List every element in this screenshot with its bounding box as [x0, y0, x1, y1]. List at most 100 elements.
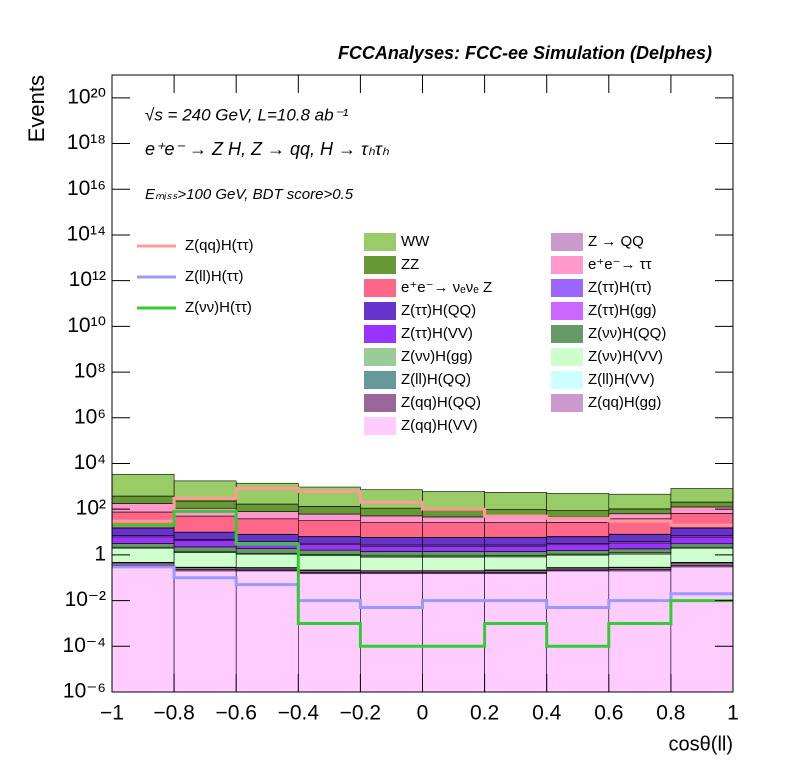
legend-swatch	[364, 348, 396, 366]
x-tick-label: 0.2	[470, 702, 499, 725]
plot-area	[112, 474, 733, 692]
bar-segment	[485, 551, 547, 555]
bar-segment	[547, 511, 609, 517]
bar-segment	[360, 557, 422, 571]
bar-segment	[298, 574, 360, 692]
bar-segment	[112, 563, 174, 565]
bar-segment	[174, 541, 236, 547]
y-tick-label: 10¹⁴	[67, 223, 106, 246]
bar-segment	[236, 568, 298, 570]
x-axis-label: cosθ(ll)	[669, 733, 733, 755]
bar-segment	[174, 532, 236, 539]
x-tick-label: −0.6	[215, 702, 256, 725]
legend-swatch	[364, 417, 396, 435]
y-tick-label: 10²	[76, 497, 106, 520]
chart-title: FCCAnalyses: FCC-ee Simulation (Delphes)	[338, 43, 712, 63]
bar-segment	[112, 528, 174, 536]
x-tick-label: −0.2	[340, 702, 381, 725]
legend-label: Z(ll)H(VV)	[588, 371, 655, 388]
y-tick-label: 10⁶	[74, 405, 106, 428]
legend-label: Z(ττ)H(VV)	[401, 325, 473, 342]
bar-segment	[547, 568, 609, 570]
bar-segment	[360, 546, 422, 551]
annotation: e⁺e⁻ → Z H, Z → qq, H → τₕτₕ	[145, 139, 390, 159]
y-tick-label: 10²⁰	[67, 85, 106, 108]
bar-segment	[174, 547, 236, 551]
bar-segment	[423, 523, 485, 538]
bar-segment	[360, 516, 422, 523]
bar-segment	[236, 571, 298, 692]
legend-label: Z(ττ)H(gg)	[588, 302, 657, 319]
bar-segment	[174, 516, 236, 532]
bar-segment	[423, 538, 485, 545]
legend-label: Z(qq)H(VV)	[401, 417, 478, 434]
bar-segment	[609, 534, 671, 541]
legend-swatch	[364, 233, 396, 251]
bar-segment	[547, 571, 609, 692]
bar-segment	[112, 474, 174, 496]
bar-segment	[485, 546, 547, 551]
bar-segment	[423, 574, 485, 692]
bar-segment	[485, 517, 547, 523]
legend-swatch	[551, 325, 583, 343]
x-tick-label: −0.8	[153, 702, 194, 725]
y-tick-label: 10⁴	[74, 451, 106, 474]
bar-segment	[609, 549, 671, 553]
legend-swatch	[551, 348, 583, 366]
bar-segment	[112, 537, 174, 544]
x-tick-label: 0.4	[532, 702, 562, 725]
bar-segment	[236, 554, 298, 567]
bar-segment	[298, 537, 360, 544]
bar-segment	[485, 570, 547, 572]
bar-segment	[671, 528, 733, 536]
y-tick-label: 10¹²	[69, 268, 106, 291]
bar-segment	[174, 571, 236, 692]
y-axis-label: Events	[24, 75, 49, 142]
annotation: Eₘᵢₛₛ>100 GeV, BDT score>0.5	[145, 186, 354, 203]
legend-swatch	[551, 279, 583, 297]
bar-segment	[485, 523, 547, 538]
bar-segment	[671, 502, 733, 507]
bar-segment	[236, 519, 298, 534]
bar-segment	[485, 574, 547, 692]
bar-segment	[609, 509, 671, 514]
bar-segment	[236, 504, 298, 512]
bar-segment	[609, 571, 671, 692]
bar-segment	[174, 552, 236, 567]
bar-segment	[112, 496, 174, 504]
bar-segment	[547, 537, 609, 544]
bar-segment	[423, 491, 485, 509]
bar-segment	[547, 550, 609, 554]
bar-segment	[298, 514, 360, 521]
bar-segment	[423, 546, 485, 551]
legend-label: Z(νν)H(gg)	[401, 348, 473, 365]
bar-segment	[671, 488, 733, 502]
bar-segment	[236, 483, 298, 504]
bar-segment	[609, 543, 671, 549]
bar-segment	[298, 570, 360, 572]
bar-segment	[547, 493, 609, 510]
bar-segment	[360, 574, 422, 692]
legend-label: Z(νν)H(ττ)	[185, 299, 252, 316]
x-tick-label: −0.4	[278, 702, 320, 725]
bar-segment	[360, 490, 422, 508]
bar-segment	[547, 555, 609, 567]
y-tick-label: 10¹⁶	[67, 177, 106, 200]
legend-label: e⁺e⁻→ ττ	[588, 256, 652, 273]
bar-segment	[298, 556, 360, 570]
legend-label: WW	[401, 233, 430, 250]
bar-segment	[547, 522, 609, 536]
bar-segment	[360, 538, 422, 545]
bar-segment	[671, 567, 733, 692]
bar-segment	[609, 554, 671, 567]
legend-label: Z(νν)H(VV)	[588, 348, 663, 365]
legend-swatch	[551, 233, 583, 251]
y-tick-label: 10⁻²	[65, 588, 106, 611]
legend-swatch	[364, 325, 396, 343]
bar-segment	[360, 523, 422, 538]
legend-label: Z(νν)H(QQ)	[588, 325, 666, 342]
bar-segment	[671, 563, 733, 565]
legend-label: e⁺e⁻→ νₑνₑ Z	[401, 279, 492, 296]
bar-segment	[609, 494, 671, 509]
